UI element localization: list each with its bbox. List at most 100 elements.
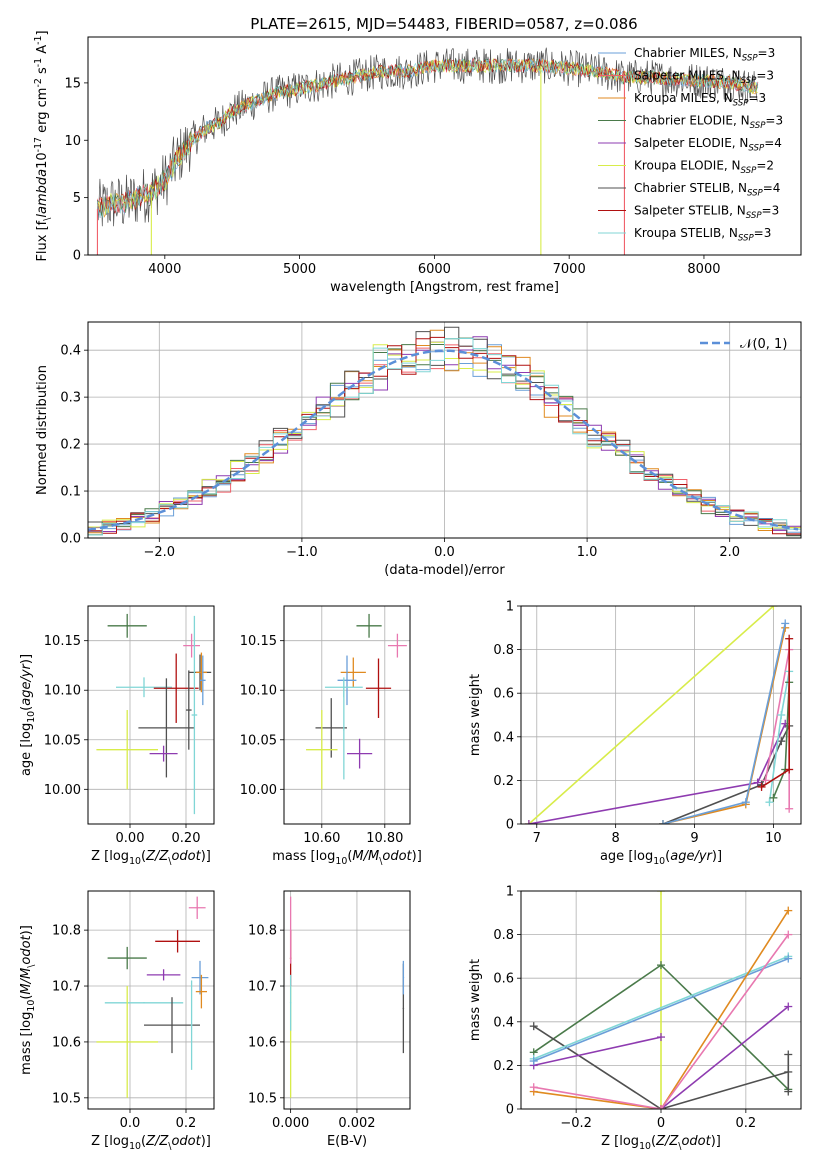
y-tick-label: 0.4 <box>493 730 514 745</box>
y-axis-label: Flux [f\lambda10-17 erg cm-2 s-1 A-1] <box>33 30 53 261</box>
y-tick-label: 0 <box>506 1103 514 1118</box>
weight-line-salpeter_elodie <box>528 723 786 824</box>
axes-frame <box>87 36 802 256</box>
y-tick-label: 0.2 <box>60 438 81 453</box>
y-tick-label: 0.3 <box>60 391 81 406</box>
y-tick-label: 0.4 <box>60 344 81 359</box>
y-axis-label: age [log10(age/yr)] <box>19 654 37 776</box>
x-tick-label: 4000 <box>148 262 181 277</box>
data-point <box>289 929 292 931</box>
chart-title: PLATE=2615, MJD=54483, FIBERID=0587, z=0… <box>250 15 637 33</box>
data-point <box>196 906 198 909</box>
x-tick-label: −2.0 <box>144 545 176 560</box>
x-axis-label: age [log10(age/yr)] <box>600 849 722 867</box>
x-tick-label: 0.20 <box>172 831 201 846</box>
data-point <box>396 644 399 647</box>
data-point <box>402 976 405 979</box>
plot-area <box>96 47 759 255</box>
data-point <box>200 671 203 674</box>
x-tick-label: 0.000 <box>272 1116 309 1131</box>
x-tick-label: 0.2 <box>176 1116 197 1131</box>
y-axis-label: Normed distribution <box>35 365 50 495</box>
legend-label: Chabrier MILES, NSSP=3 <box>634 46 775 64</box>
plot-area <box>96 896 209 1098</box>
x-tick-label: 1.0 <box>577 545 598 560</box>
y-tick-label: 10.05 <box>44 733 81 748</box>
plot-area <box>524 606 794 824</box>
data-point <box>202 679 204 682</box>
weight-line-chabrier_stelib <box>533 1025 789 1109</box>
y-tick-label: 10.5 <box>52 1091 81 1106</box>
y-tick-label: 0 <box>506 818 514 833</box>
plot-area <box>289 896 405 1098</box>
plot-area <box>306 613 407 790</box>
y-tick-label: 10.00 <box>44 783 81 798</box>
legend-label: Chabrier ELODIE, NSSP=3 <box>634 114 783 132</box>
panel-mass-vs-z: 0.0 0.2 10.5 10.6 10.7 10.8 Z [log10(Z/Z\odot)… <box>19 890 215 1152</box>
data-point <box>289 1041 292 1043</box>
panel-residuals: −2.0 −1.0 0.0 1.0 2.0 0.0 0.1 0.2 0.3 0.4 (data-mo… <box>35 321 802 578</box>
weight-line-salpeter_elodie <box>533 1036 662 1067</box>
y-tick-label: 10.10 <box>240 684 277 699</box>
y-tick-label: 5 <box>73 191 81 206</box>
axes-frame <box>87 605 215 825</box>
panel-weight-vs-age: 7 8 9 10 0 0.2 0.4 0.6 0.8 1 age [log10(age/yr)] ma… <box>468 600 802 867</box>
x-axis-label: E(B-V) <box>327 1134 367 1149</box>
data-point <box>199 976 201 979</box>
plot-area <box>88 326 801 537</box>
y-tick-label: 0.0 <box>60 532 81 547</box>
x-tick-label: 0.0 <box>434 545 455 560</box>
y-tick-label: 0.4 <box>493 1015 514 1030</box>
y-tick-label: 10.00 <box>240 783 277 798</box>
legend-label: Kroupa STELIB, NSSP=3 <box>634 226 771 244</box>
weight-line-pink <box>764 649 790 809</box>
plot-area <box>529 891 793 1109</box>
x-tick-label: 9 <box>690 831 698 846</box>
x-tick-label: 0.002 <box>338 1116 375 1131</box>
y-tick-label: 0.2 <box>493 774 514 789</box>
y-tick-label: 10.6 <box>52 1035 81 1050</box>
data-point <box>377 687 380 690</box>
x-tick-label: 6000 <box>418 262 451 277</box>
histogram-kroupa_stelib <box>88 338 801 536</box>
y-axis-label: mass weight <box>468 674 483 756</box>
y-tick-label: 15 <box>64 76 81 91</box>
panel-weight-vs-z: −0.2 0 0.2 0 0.2 0.4 0.6 0.8 1 Z [log10(Z/Z\odot)… <box>468 885 802 1152</box>
spectrum-line-chabrier_miles <box>97 58 759 219</box>
legend: 𝒩(0, 1) <box>700 337 787 352</box>
x-tick-label: 8 <box>612 831 620 846</box>
y-axis-label: mass [log10(M/M\odot)] <box>19 925 37 1075</box>
data-point <box>176 940 179 943</box>
data-point <box>175 687 177 690</box>
axes-frame <box>520 605 802 825</box>
x-tick-label: 7000 <box>553 262 586 277</box>
data-point <box>162 974 165 976</box>
x-axis-label: wavelength [Angstrom, rest frame] <box>330 280 559 295</box>
legend-label: Chabrier STELIB, NSSP=4 <box>634 181 780 199</box>
data-point <box>321 748 323 751</box>
x-tick-label: 2.0 <box>719 545 740 560</box>
weight-line-chabrier_stelib <box>662 725 790 824</box>
data-point <box>126 1041 128 1043</box>
x-tick-label: −0.2 <box>560 1116 592 1131</box>
legend-label: Kroupa ELODIE, NSSP=2 <box>634 159 774 177</box>
plot-area <box>96 613 212 815</box>
data-point <box>165 727 168 729</box>
panel-spectrum: 4000 5000 6000 7000 8000 0 5 10 15 wavelength [An… <box>33 30 802 295</box>
weight-line-kroupa_miles <box>662 627 786 824</box>
y-tick-label: 10.15 <box>240 634 277 649</box>
weight-line-kroupa_stelib <box>533 955 789 1060</box>
spectrum-line-kroupa_stelib <box>97 58 759 218</box>
data-point <box>343 729 345 731</box>
data-point <box>171 1024 173 1026</box>
data-point <box>126 748 128 751</box>
legend-label: Salpeter STELIB, NSSP=3 <box>634 204 779 222</box>
data-point <box>330 727 333 729</box>
axes-frame <box>87 890 215 1110</box>
y-tick-label: 0.8 <box>493 643 514 658</box>
y-axis-label: mass weight <box>468 959 483 1041</box>
data-point <box>289 1001 292 1004</box>
y-tick-label: 1 <box>506 600 514 615</box>
x-axis-label: mass [log10(M/M\odot)] <box>272 849 422 867</box>
